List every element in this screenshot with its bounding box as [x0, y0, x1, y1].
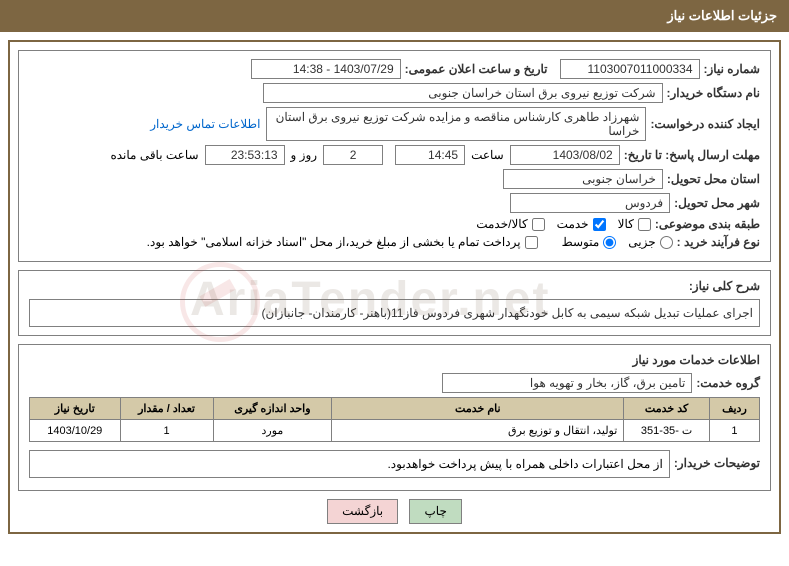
remaining-label: ساعت باقی مانده	[110, 148, 198, 162]
table-row: 1 ت -35-351 تولید، انتقال و توزیع برق مو…	[30, 420, 760, 442]
services-section: اطلاعات خدمات مورد نیاز گروه خدمت: تامین…	[18, 344, 771, 491]
td-service-name: تولید، انتقال و توزیع برق	[332, 420, 624, 442]
response-deadline-label: مهلت ارسال پاسخ: تا تاریخ:	[624, 148, 760, 162]
button-row: چاپ بازگشت	[18, 499, 771, 524]
buyer-notes-text: از محل اعتبارات داخلی همراه با پیش پرداخ…	[29, 450, 670, 478]
th-unit: واحد اندازه گیری	[213, 398, 332, 420]
description-section: شرح کلی نیاز: اجرای عملیات تبدیل شبکه سی…	[18, 270, 771, 336]
category-kalakhadmat-label: کالا/خدمت	[476, 217, 527, 231]
buyer-org-label: نام دستگاه خریدار:	[667, 86, 761, 100]
service-group-label: گروه خدمت:	[696, 376, 760, 390]
buyer-org-value: شرکت توزیع نیروی برق استان خراسان جنوبی	[263, 83, 663, 103]
td-service-code: ت -35-351	[624, 420, 710, 442]
payment-note-checkbox[interactable]	[525, 236, 538, 249]
category-label: طبقه بندی موضوعی:	[655, 217, 760, 231]
category-kala-checkbox[interactable]	[638, 218, 651, 231]
td-need-date: 1403/10/29	[30, 420, 121, 442]
buyer-contact-link[interactable]: اطلاعات تماس خریدار	[150, 117, 260, 131]
process-type-label: نوع فرآیند خرید :	[677, 235, 760, 249]
delivery-city-value: فردوس	[510, 193, 670, 213]
requester-value: شهرزاد طاهری کارشناس مناقصه و مزایده شرک…	[266, 107, 646, 141]
days-remaining: 2	[323, 145, 383, 165]
announce-datetime-value: 1403/07/29 - 14:38	[251, 59, 401, 79]
announce-datetime-label: تاریخ و ساعت اعلان عمومی:	[405, 62, 548, 76]
time-remaining: 23:53:13	[205, 145, 285, 165]
services-table: ردیف کد خدمت نام خدمت واحد اندازه گیری ت…	[29, 397, 760, 442]
th-service-code: کد خدمت	[624, 398, 710, 420]
buyer-notes-label: توضیحات خریدار:	[674, 456, 760, 470]
th-service-name: نام خدمت	[332, 398, 624, 420]
main-container: AriaTender.net شماره نیاز: 1103007011000…	[8, 40, 781, 534]
th-need-date: تاریخ نیاز	[30, 398, 121, 420]
response-time: 14:45	[395, 145, 465, 165]
response-date: 1403/08/02	[510, 145, 620, 165]
payment-note-label: پرداخت تمام یا بخشی از مبلغ خرید،از محل …	[147, 235, 521, 249]
table-header-row: ردیف کد خدمت نام خدمت واحد اندازه گیری ت…	[30, 398, 760, 420]
info-section: شماره نیاز: 1103007011000334 تاریخ و ساع…	[18, 50, 771, 262]
td-unit: مورد	[213, 420, 332, 442]
process-jozi-label: جزیی	[628, 235, 655, 249]
delivery-province-value: خراسان جنوبی	[503, 169, 663, 189]
description-title: شرح کلی نیاز:	[29, 279, 760, 293]
page-title: جزئیات اطلاعات نیاز	[667, 8, 777, 23]
delivery-city-label: شهر محل تحویل:	[674, 196, 760, 210]
th-row: ردیف	[709, 398, 759, 420]
days-label: روز و	[291, 148, 318, 162]
process-motavaset-label: متوسط	[562, 235, 600, 249]
services-section-title: اطلاعات خدمات مورد نیاز	[29, 353, 760, 367]
print-button[interactable]: چاپ	[409, 499, 461, 524]
time-label: ساعت	[471, 148, 504, 162]
td-quantity: 1	[120, 420, 213, 442]
category-khadmat-checkbox[interactable]	[593, 218, 606, 231]
back-button[interactable]: بازگشت	[327, 499, 398, 524]
page-header: جزئیات اطلاعات نیاز	[0, 0, 789, 32]
need-number-label: شماره نیاز:	[704, 62, 760, 76]
process-motavaset-radio[interactable]	[603, 236, 616, 249]
description-text: اجرای عملیات تبدیل شبکه سیمی به کابل خود…	[29, 299, 760, 327]
category-kala-label: کالا	[618, 217, 634, 231]
service-group-value: تامین برق، گاز، بخار و تهویه هوا	[442, 373, 692, 393]
th-quantity: تعداد / مقدار	[120, 398, 213, 420]
process-jozi-radio[interactable]	[660, 236, 673, 249]
category-khadmat-label: خدمت	[557, 217, 589, 231]
requester-label: ایجاد کننده درخواست:	[650, 117, 760, 131]
category-kalakhadmat-checkbox[interactable]	[532, 218, 545, 231]
delivery-province-label: استان محل تحویل:	[667, 172, 760, 186]
td-row: 1	[709, 420, 759, 442]
need-number-value: 1103007011000334	[560, 59, 700, 79]
